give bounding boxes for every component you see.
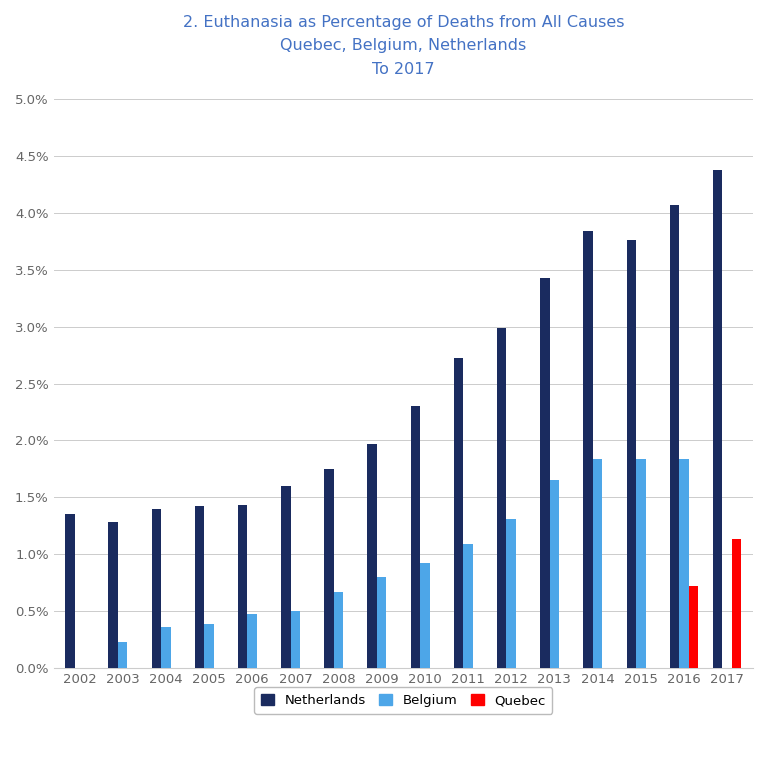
Title: 2. Euthanasia as Percentage of Deaths from All Causes
Quebec, Belgium, Netherlan: 2. Euthanasia as Percentage of Deaths fr…	[183, 15, 624, 77]
Bar	[290, 611, 300, 668]
Bar	[281, 486, 290, 668]
Bar	[679, 458, 689, 668]
Bar	[689, 586, 698, 668]
Bar	[713, 170, 723, 668]
Bar	[411, 406, 420, 668]
Bar	[118, 642, 127, 668]
Bar	[497, 328, 506, 668]
Bar	[65, 515, 74, 668]
Bar	[334, 591, 343, 668]
Bar	[108, 522, 118, 668]
Bar	[377, 577, 386, 668]
Bar	[238, 505, 247, 668]
Bar	[204, 624, 214, 668]
Bar	[161, 627, 170, 668]
Legend: Netherlands, Belgium, Quebec: Netherlands, Belgium, Quebec	[254, 687, 552, 713]
Bar	[454, 359, 463, 668]
Bar	[420, 563, 429, 668]
Bar	[584, 231, 593, 668]
Bar	[670, 205, 679, 668]
Bar	[540, 278, 550, 668]
Bar	[367, 444, 377, 668]
Bar	[151, 508, 161, 668]
Bar	[195, 506, 204, 668]
Bar	[732, 539, 741, 668]
Bar	[593, 458, 602, 668]
Bar	[636, 458, 645, 668]
Bar	[627, 240, 636, 668]
Bar	[550, 480, 559, 668]
Bar	[506, 519, 516, 668]
Bar	[247, 614, 257, 668]
Bar	[324, 468, 334, 668]
Bar	[463, 544, 473, 668]
